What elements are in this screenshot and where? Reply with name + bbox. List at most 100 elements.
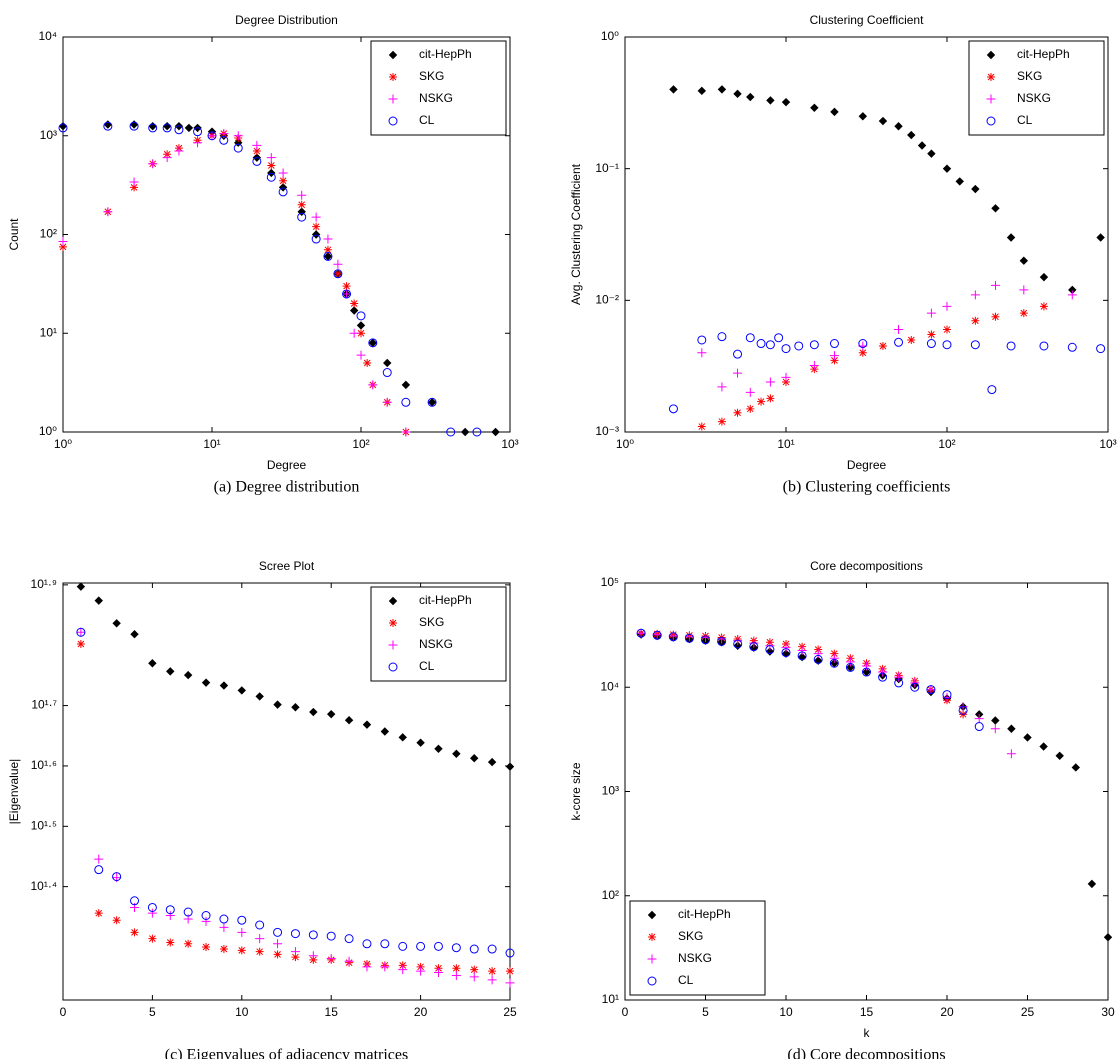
x-tick-label: 10 bbox=[779, 1005, 793, 1019]
legend-label: NSKG bbox=[419, 637, 453, 651]
x-tick-label: 10¹ bbox=[203, 437, 220, 451]
marker bbox=[829, 351, 839, 361]
marker bbox=[745, 333, 755, 343]
legend-marker bbox=[986, 50, 996, 60]
marker bbox=[830, 356, 839, 365]
marker bbox=[130, 630, 139, 639]
marker bbox=[201, 678, 211, 687]
marker bbox=[862, 667, 871, 677]
marker bbox=[166, 938, 175, 947]
marker bbox=[147, 902, 157, 912]
marker bbox=[717, 382, 727, 392]
x-tick-label: 10¹ bbox=[777, 437, 794, 451]
marker bbox=[323, 251, 333, 261]
marker bbox=[797, 651, 807, 661]
marker bbox=[291, 953, 300, 962]
marker bbox=[970, 340, 980, 350]
marker bbox=[59, 242, 67, 251]
x-tick-label: 5 bbox=[149, 1005, 156, 1019]
marker bbox=[809, 360, 819, 370]
legend-marker bbox=[648, 933, 656, 941]
marker bbox=[943, 325, 951, 334]
x-tick-label: 10² bbox=[352, 437, 369, 451]
legend-label: cit-HepPh bbox=[419, 593, 472, 607]
x-tick-label: 10⁰ bbox=[616, 437, 634, 451]
marker bbox=[237, 686, 247, 695]
marker bbox=[382, 397, 392, 407]
marker bbox=[380, 939, 390, 949]
marker bbox=[342, 289, 352, 299]
legend-label: NSKG bbox=[1017, 91, 1051, 105]
marker bbox=[273, 700, 282, 709]
marker bbox=[344, 956, 354, 966]
caption: (d) Core decompositions bbox=[787, 1047, 945, 1059]
marker bbox=[112, 872, 122, 882]
marker bbox=[174, 146, 184, 156]
marker bbox=[1039, 302, 1048, 311]
marker bbox=[368, 380, 378, 390]
marker bbox=[733, 636, 743, 646]
y-tick-label: 10¹·⁶ bbox=[31, 758, 57, 772]
marker bbox=[487, 944, 497, 954]
y-axis-label: |Eigenvalue| bbox=[7, 759, 21, 825]
marker bbox=[862, 667, 871, 677]
caption: (b) Clustering coefficients bbox=[783, 479, 951, 496]
legend-label: SKG bbox=[1017, 69, 1042, 83]
y-axis-label: k-core size bbox=[569, 762, 583, 820]
marker bbox=[148, 659, 157, 668]
marker bbox=[147, 908, 157, 918]
marker bbox=[470, 754, 479, 763]
y-axis-label: Count bbox=[7, 218, 21, 251]
y-tick-label: 10⁻² bbox=[595, 293, 619, 307]
legend-marker bbox=[647, 910, 657, 920]
marker bbox=[1023, 733, 1032, 742]
marker bbox=[765, 645, 775, 655]
x-tick-label: 0 bbox=[622, 1005, 629, 1019]
marker bbox=[1055, 751, 1064, 761]
marker bbox=[491, 427, 500, 437]
marker bbox=[1103, 933, 1113, 942]
marker bbox=[1007, 724, 1016, 733]
marker bbox=[165, 905, 175, 915]
marker bbox=[201, 911, 211, 921]
marker bbox=[472, 427, 482, 437]
x-axis-label: Degree bbox=[267, 458, 307, 472]
marker bbox=[990, 724, 1000, 734]
marker bbox=[1019, 309, 1028, 318]
marker bbox=[452, 964, 461, 973]
x-tick-label: 10² bbox=[938, 437, 955, 451]
marker bbox=[255, 947, 264, 956]
marker bbox=[356, 321, 366, 330]
marker bbox=[219, 922, 229, 932]
marker bbox=[858, 348, 867, 357]
legend-marker bbox=[388, 662, 398, 672]
y-tick-label: 10¹·⁷ bbox=[31, 698, 57, 712]
marker bbox=[862, 661, 871, 671]
marker bbox=[76, 582, 86, 591]
marker bbox=[781, 372, 791, 382]
marker bbox=[942, 340, 952, 350]
marker bbox=[781, 344, 791, 354]
marker bbox=[297, 190, 307, 200]
marker bbox=[460, 427, 470, 437]
chart-title: Core decompositions bbox=[810, 559, 923, 573]
marker bbox=[781, 643, 791, 653]
marker bbox=[76, 639, 85, 648]
x-tick-label: 10 bbox=[235, 1005, 249, 1019]
x-tick-label: 25 bbox=[503, 1005, 517, 1019]
marker bbox=[174, 125, 184, 135]
marker bbox=[894, 337, 904, 347]
series bbox=[668, 332, 1106, 414]
marker bbox=[487, 975, 497, 985]
marker bbox=[505, 762, 515, 771]
y-tick-label: 10⁰ bbox=[39, 424, 57, 438]
marker bbox=[323, 234, 333, 244]
marker bbox=[255, 692, 264, 701]
marker bbox=[926, 339, 936, 349]
marker bbox=[878, 341, 887, 350]
marker bbox=[774, 333, 784, 343]
marker bbox=[129, 120, 139, 129]
legend-label: CL bbox=[678, 973, 694, 987]
marker bbox=[636, 628, 646, 638]
legend-label: CL bbox=[419, 659, 435, 673]
